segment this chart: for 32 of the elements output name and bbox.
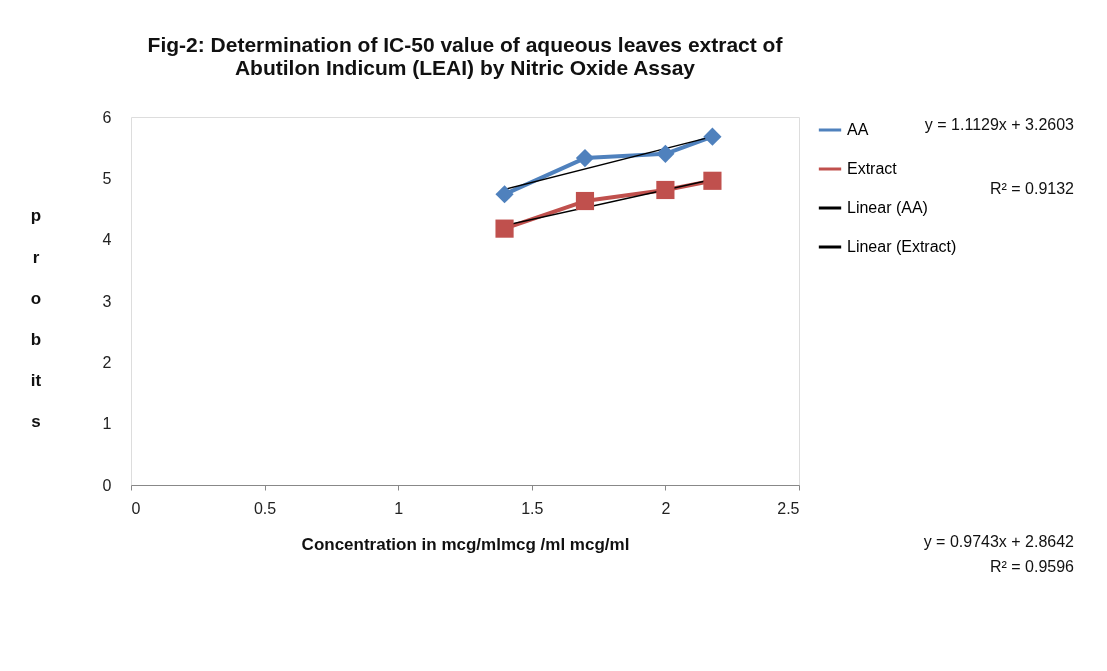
text: R² = 0.9132 <box>989 180 1075 197</box>
x-tick-label: 0 <box>131 499 141 517</box>
text: y = 1.1129x + 3.2603 <box>924 116 1075 133</box>
point <box>703 171 722 190</box>
y-tick-label: 4 <box>102 231 112 249</box>
point <box>656 144 675 163</box>
point <box>495 185 514 204</box>
text: R² = 0.9596 <box>989 558 1075 575</box>
legend-label: AA <box>847 121 869 138</box>
point <box>656 180 675 200</box>
legend-label: Linear (AA) <box>847 199 928 216</box>
y-tick-label: 3 <box>102 292 112 310</box>
y-tick-label: 6 <box>102 108 112 126</box>
point <box>575 191 595 211</box>
text: y = 0.9743x + 2.8642 <box>923 533 1075 550</box>
chart-title: Fig-2: Determination of IC-50 value of aqueous leaves extract of Abutilon Indicum (LEAI) by Nitric Oxide Assay <box>147 33 784 79</box>
x-tick-label: 2 <box>661 499 671 517</box>
text: p r o b it s <box>30 206 42 432</box>
x-tick-label: 1.5 <box>521 499 544 517</box>
x-tick-label: 0.5 <box>253 499 277 517</box>
y-tick-label: 2 <box>102 353 112 371</box>
y-tick-label: 5 <box>102 169 112 187</box>
y-tick-label: 1 <box>102 415 112 433</box>
legend-label: Extract <box>847 160 898 177</box>
x-tick-label: 2.5 <box>777 499 800 517</box>
point <box>495 219 514 238</box>
x-tick-label: 1 <box>394 499 404 517</box>
x-axis-title: Concentration in mcg/mlmcg /ml mcg/ml <box>301 534 630 554</box>
point <box>575 149 595 168</box>
y-tick-label: 0 <box>102 476 112 494</box>
legend-label: Linear (Extract) <box>847 238 957 255</box>
point <box>703 127 722 146</box>
